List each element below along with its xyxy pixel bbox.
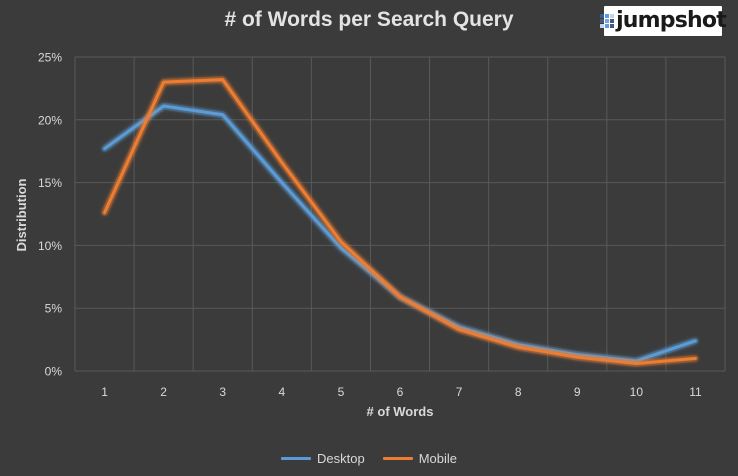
x-tick-label: 2 [160,385,167,399]
series-lines [101,76,699,367]
legend-item-mobile[interactable]: Mobile [382,451,457,466]
legend-swatch-mobile [382,457,413,460]
y-tick-label: 20% [38,113,62,127]
x-tick-label: 9 [574,385,581,399]
series-line-mobile[interactable] [103,78,697,365]
y-tick-label: 10% [38,239,62,253]
x-tick-label: 5 [338,385,345,399]
x-tick-labels: 1 2 3 4 5 6 7 8 9 10 11 [101,385,702,399]
gridlines [74,56,726,372]
chart-title: # of Words per Search Query [224,8,514,31]
legend-label-mobile: Mobile [418,451,457,466]
x-tick-label: 1 [101,385,108,399]
x-tick-label: 10 [630,385,644,399]
x-tick-label: 6 [397,385,404,399]
logo-dots-icon [600,14,615,28]
y-tick-labels: 0% 5% 10% 15% 20% 25% [38,51,62,379]
x-tick-label: 3 [219,385,226,399]
legend-label-desktop: Desktop [317,451,365,466]
x-axis-label: # of Words [367,404,434,419]
y-tick-label: 5% [45,302,63,316]
x-tick-label: 7 [456,385,463,399]
x-tick-label: 11 [689,385,702,399]
legend: Desktop Mobile [0,451,738,466]
legend-item-desktop[interactable]: Desktop [281,451,365,466]
x-tick-label: 8 [515,385,522,399]
logo-text: jumpshot [616,8,727,33]
y-tick-label: 0% [45,365,63,379]
jumpshot-logo: jumpshot [600,6,727,36]
y-tick-label: 15% [38,176,62,190]
x-tick-label: 4 [278,385,285,399]
y-tick-label: 25% [38,51,62,65]
y-axis-label: Distribution [14,178,29,251]
legend-swatch-desktop [281,457,311,460]
